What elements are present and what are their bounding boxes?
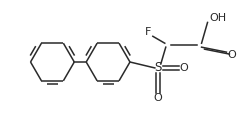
- Text: OH: OH: [210, 14, 227, 24]
- Text: O: O: [227, 50, 236, 60]
- Text: F: F: [145, 27, 151, 37]
- Text: O: O: [180, 63, 188, 73]
- Text: O: O: [154, 93, 162, 103]
- Text: S: S: [154, 62, 161, 74]
